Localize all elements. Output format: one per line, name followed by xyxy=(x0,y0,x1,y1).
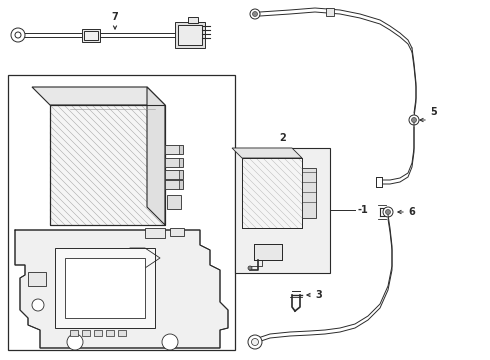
Text: 2: 2 xyxy=(279,133,286,143)
Bar xyxy=(165,170,183,179)
Circle shape xyxy=(15,32,21,38)
Circle shape xyxy=(383,207,393,217)
Text: -1: -1 xyxy=(358,205,369,215)
Bar xyxy=(254,244,282,260)
Bar xyxy=(242,158,302,228)
Bar xyxy=(106,330,114,336)
Text: 7: 7 xyxy=(112,12,119,22)
Bar xyxy=(55,248,155,328)
Circle shape xyxy=(32,299,44,311)
Text: 4: 4 xyxy=(295,240,302,250)
Circle shape xyxy=(252,12,258,17)
Bar xyxy=(8,75,235,350)
Circle shape xyxy=(251,338,259,346)
Bar xyxy=(84,31,98,40)
Bar xyxy=(82,330,90,336)
Bar xyxy=(165,170,179,179)
Bar xyxy=(82,29,100,42)
Circle shape xyxy=(250,9,260,19)
Text: 5: 5 xyxy=(430,107,437,117)
Bar xyxy=(326,8,334,16)
Bar xyxy=(235,148,330,273)
Polygon shape xyxy=(32,87,165,105)
Polygon shape xyxy=(15,230,228,348)
Polygon shape xyxy=(147,87,165,225)
Bar xyxy=(145,228,165,238)
Bar xyxy=(178,25,202,45)
Bar xyxy=(165,145,179,154)
Polygon shape xyxy=(232,148,302,158)
Circle shape xyxy=(105,285,115,295)
Bar xyxy=(165,180,183,189)
Circle shape xyxy=(67,334,83,350)
Text: 3: 3 xyxy=(315,290,322,300)
Circle shape xyxy=(162,334,178,350)
Bar xyxy=(50,105,165,225)
Bar xyxy=(175,22,205,48)
Circle shape xyxy=(412,117,416,122)
Bar xyxy=(170,228,184,236)
Bar xyxy=(165,158,179,167)
Bar xyxy=(65,258,145,318)
Bar xyxy=(188,17,198,23)
Bar xyxy=(94,330,102,336)
Circle shape xyxy=(386,210,391,215)
Bar xyxy=(376,177,382,187)
Circle shape xyxy=(11,28,25,42)
Bar xyxy=(167,195,181,209)
Circle shape xyxy=(248,335,262,349)
Bar xyxy=(165,145,183,154)
Circle shape xyxy=(409,115,419,125)
Circle shape xyxy=(100,280,120,300)
Bar xyxy=(28,272,46,286)
Bar xyxy=(118,330,126,336)
Bar xyxy=(70,330,78,336)
Bar xyxy=(242,158,302,228)
Circle shape xyxy=(248,266,252,270)
Bar xyxy=(165,158,183,167)
Bar xyxy=(165,180,179,189)
Text: 6: 6 xyxy=(408,207,415,217)
Bar xyxy=(302,168,316,218)
Bar xyxy=(254,244,282,260)
Bar xyxy=(50,105,165,225)
